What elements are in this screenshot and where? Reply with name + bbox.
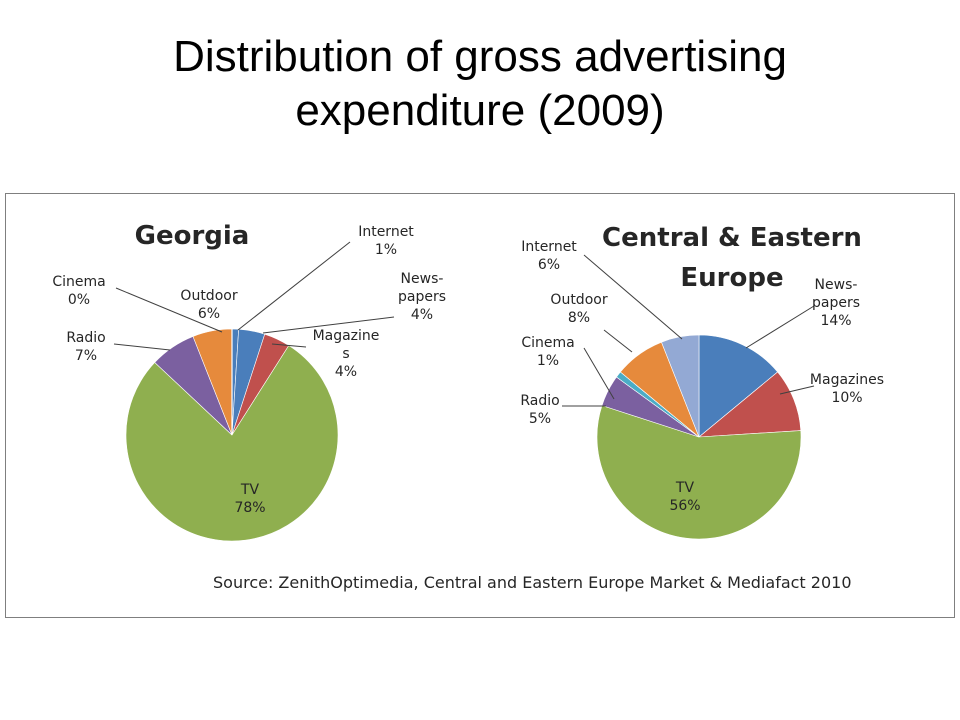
slice-label-outdoor: Outdoor xyxy=(180,288,237,304)
slice-label-radio: Radio xyxy=(520,393,559,409)
leader-line-magazines xyxy=(779,385,815,395)
leader-line-cinema xyxy=(115,287,223,333)
leader-line-radio xyxy=(113,343,171,351)
slice-label-internet: 1% xyxy=(375,242,397,258)
pie-charts-svg: Georgia Internet1%News-papers4%Magazines4… xyxy=(52,221,884,592)
slide-title-line2: expenditure (2009) xyxy=(295,86,665,135)
source-note: Source: ZenithOptimedia, Central and Eas… xyxy=(213,573,852,592)
slice-label-outdoor: Outdoor xyxy=(550,292,607,308)
pie-slice-tv xyxy=(596,405,802,540)
slice-label-tv: TV xyxy=(240,482,260,498)
leader-line-news-papers xyxy=(745,305,815,349)
chart-figure: Georgia Internet 1% News-papers 4% Magazine s 4… xyxy=(5,193,955,618)
leader-line-magazines xyxy=(271,343,307,348)
slice-label-internet: 6% xyxy=(538,257,560,273)
pie-chart-cee: Central & Eastern Europe News-papers 14% Mag… xyxy=(520,223,884,540)
slide-title: Distribution of gross advertising expend… xyxy=(0,30,960,138)
slice-label-tv: TV xyxy=(675,480,695,496)
leader-line-cinema xyxy=(583,347,615,400)
slice-label-magazines: Magazine xyxy=(313,328,380,344)
leader-line-news-papers xyxy=(262,316,395,334)
slice-label-magazines: 10% xyxy=(831,390,862,406)
slice-label-magazines: 4% xyxy=(335,364,357,380)
slice-label-tv: 56% xyxy=(669,498,700,514)
slice-label-radio: 7% xyxy=(75,348,97,364)
slice-label-internet: Internet xyxy=(521,239,577,255)
slice-label-cinema: 0% xyxy=(68,292,90,308)
slice-label-outdoor: 8% xyxy=(568,310,590,326)
slice-label-news-papers: papers xyxy=(812,295,860,311)
slice-label-news-papers: 4% xyxy=(411,307,433,323)
pie-title-line-2: Europe xyxy=(680,263,783,293)
slice-label-news-papers: News- xyxy=(815,277,858,293)
slice-label-outdoor: 6% xyxy=(198,306,220,322)
pie-slice-tv xyxy=(125,345,339,542)
slice-label-magazines: s xyxy=(342,346,349,362)
pie-slice-news-papers xyxy=(698,334,779,438)
slice-label-cinema: Cinema xyxy=(52,274,105,290)
leader-line-internet xyxy=(237,241,351,331)
slice-label-cinema: 1% xyxy=(537,353,559,369)
leader-line-internet xyxy=(583,254,683,340)
slice-label-news-papers: 14% xyxy=(820,313,851,329)
slice-label-internet: Internet xyxy=(358,224,414,240)
slice-label-news-papers: papers xyxy=(398,289,446,305)
pie-chart-georgia: Georgia Internet 1%News-papers 4% Magazine s 4… xyxy=(52,221,446,542)
slice-label-tv: 78% xyxy=(234,500,265,516)
slide-title-line1: Distribution of gross advertising xyxy=(173,32,787,81)
slice-label-radio: 5% xyxy=(529,411,551,427)
slice-label-news-papers: News- xyxy=(401,271,444,287)
leader-line-outdoor xyxy=(603,329,633,353)
slice-label-radio: Radio xyxy=(66,330,105,346)
slice-label-magazines: Magazines xyxy=(810,372,884,388)
pie-title-line-1: Central & Eastern xyxy=(602,223,862,253)
pie-title-line-1: Georgia xyxy=(135,221,250,251)
slice-label-cinema: Cinema xyxy=(521,335,574,351)
